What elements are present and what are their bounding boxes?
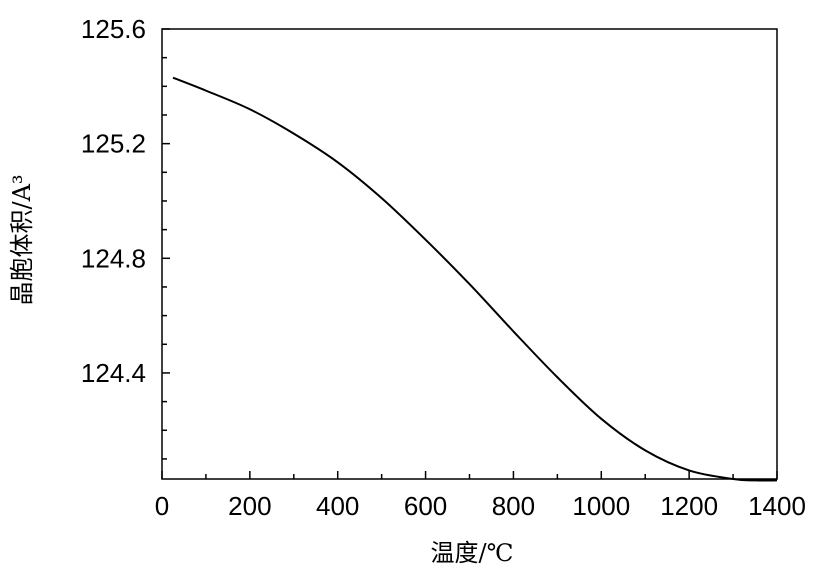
x-axis-title: 温度/℃ — [431, 539, 514, 567]
x-tick-label: 1200 — [660, 491, 718, 521]
x-tick-label: 600 — [404, 491, 447, 521]
x-tick-label: 800 — [492, 491, 535, 521]
x-tick-label: 1400 — [748, 491, 806, 521]
x-tick-label: 200 — [228, 491, 271, 521]
y-axis-title: 晶胞体积/A³ — [8, 174, 36, 305]
tick-labels: 0 200 400 600 800 1000 1200 1400 124.4 124.8 125.2… — [81, 14, 806, 521]
x-tick-label: 1000 — [572, 491, 630, 521]
plot-frame — [161, 28, 778, 480]
series-line — [172, 76, 778, 482]
x-tick-label: 400 — [316, 491, 359, 521]
y-tick-label: 124.8 — [81, 243, 146, 273]
ticks — [161, 28, 778, 479]
y-tick-label: 124.4 — [81, 358, 146, 388]
y-tick-label: 125.6 — [81, 14, 146, 44]
x-tick-label: 0 — [155, 491, 169, 521]
y-tick-label: 125.2 — [81, 129, 146, 159]
